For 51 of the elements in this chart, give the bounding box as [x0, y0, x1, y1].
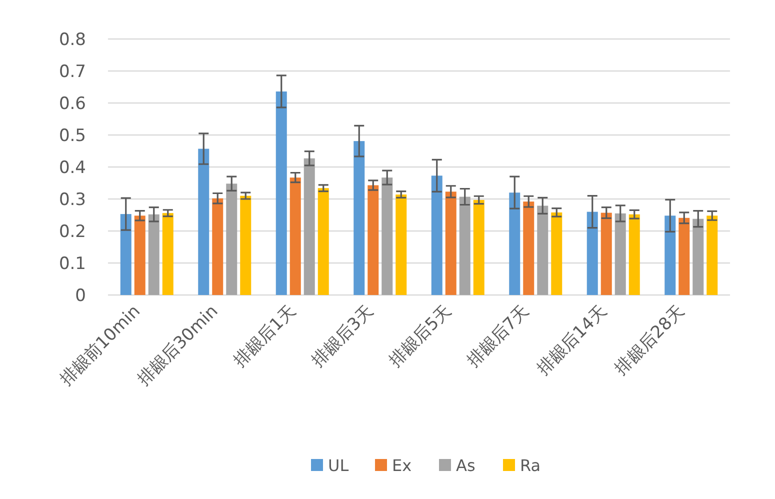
bar	[445, 192, 456, 295]
bar	[276, 91, 287, 295]
bar	[586, 212, 598, 295]
x-tick-label: 排龈后1天	[230, 301, 300, 372]
y-tick-label: 0.2	[58, 222, 86, 242]
bar	[537, 206, 548, 295]
y-tick-label: 0.5	[58, 126, 86, 146]
x-tick-label: 排龈后14天	[533, 301, 611, 379]
bar	[120, 214, 132, 295]
bar	[614, 213, 626, 295]
legend-label: Ra	[520, 456, 541, 475]
bar	[226, 184, 238, 295]
bar	[198, 148, 210, 295]
y-tick-label: 0.3	[58, 190, 86, 210]
bar	[600, 212, 612, 295]
bar	[304, 158, 315, 295]
bar	[368, 185, 379, 295]
bar	[628, 214, 640, 295]
bar	[473, 200, 484, 295]
bar	[678, 218, 690, 295]
bar	[318, 188, 329, 295]
bar	[706, 216, 718, 295]
y-tick-label: 0.6	[58, 94, 86, 114]
bar	[431, 176, 442, 295]
bar	[664, 216, 676, 295]
bar	[523, 202, 534, 295]
x-tick-label: 排龈后3天	[308, 301, 378, 372]
bar	[290, 178, 301, 295]
bar	[551, 212, 562, 295]
bar	[148, 214, 160, 295]
bar	[354, 141, 365, 295]
bar	[162, 213, 174, 295]
bar	[382, 178, 393, 295]
bar	[212, 198, 224, 295]
legend-label: UL	[328, 456, 349, 475]
bar	[459, 196, 470, 295]
y-tick-label: 0.7	[58, 62, 86, 82]
x-tick-label: 排龈后28天	[611, 301, 689, 379]
y-tick-label: 0.8	[58, 30, 86, 50]
y-tick-label: 0	[75, 286, 86, 306]
bar	[692, 218, 704, 295]
y-tick-label: 0.4	[58, 158, 86, 178]
bar	[240, 196, 252, 295]
bar	[134, 216, 146, 295]
bar	[509, 192, 520, 295]
x-tick-label: 排龈后5天	[386, 301, 456, 372]
bar	[396, 194, 407, 295]
legend-label: As	[456, 456, 476, 475]
legend-label: Ex	[392, 456, 412, 475]
x-tick-label: 排龈后7天	[463, 301, 534, 372]
y-tick-label: 0.1	[58, 254, 86, 274]
